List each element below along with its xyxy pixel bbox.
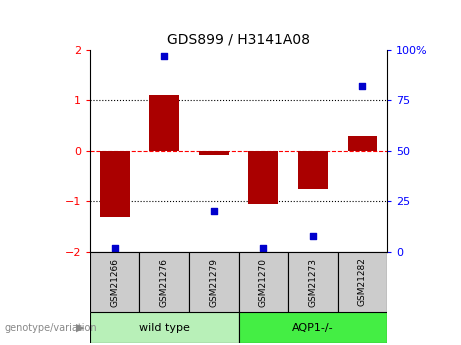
Text: GSM21270: GSM21270: [259, 257, 268, 307]
Point: [111, 245, 118, 250]
Text: GSM21282: GSM21282: [358, 258, 367, 306]
Bar: [149, 96, 179, 151]
Text: genotype/variation: genotype/variation: [5, 323, 97, 333]
Bar: [139, 252, 189, 312]
Bar: [100, 151, 130, 217]
Text: GSM21273: GSM21273: [308, 257, 318, 307]
Point: [309, 233, 317, 238]
Bar: [90, 312, 239, 343]
Text: GSM21279: GSM21279: [209, 257, 219, 307]
Point: [160, 53, 168, 59]
Bar: [348, 136, 377, 151]
Point: [210, 209, 218, 214]
Text: wild type: wild type: [139, 323, 189, 333]
Text: GSM21276: GSM21276: [160, 257, 169, 307]
Point: [260, 245, 267, 250]
Bar: [239, 252, 288, 312]
Text: AQP1-/-: AQP1-/-: [292, 323, 334, 333]
Bar: [298, 151, 328, 189]
Title: GDS899 / H3141A08: GDS899 / H3141A08: [167, 32, 310, 46]
Bar: [337, 252, 387, 312]
Bar: [288, 252, 337, 312]
Text: GSM21266: GSM21266: [110, 257, 119, 307]
Bar: [199, 151, 229, 155]
Bar: [239, 312, 387, 343]
Text: ▶: ▶: [77, 323, 85, 333]
Bar: [90, 252, 139, 312]
Point: [359, 83, 366, 89]
Bar: [189, 252, 239, 312]
Bar: [248, 151, 278, 204]
